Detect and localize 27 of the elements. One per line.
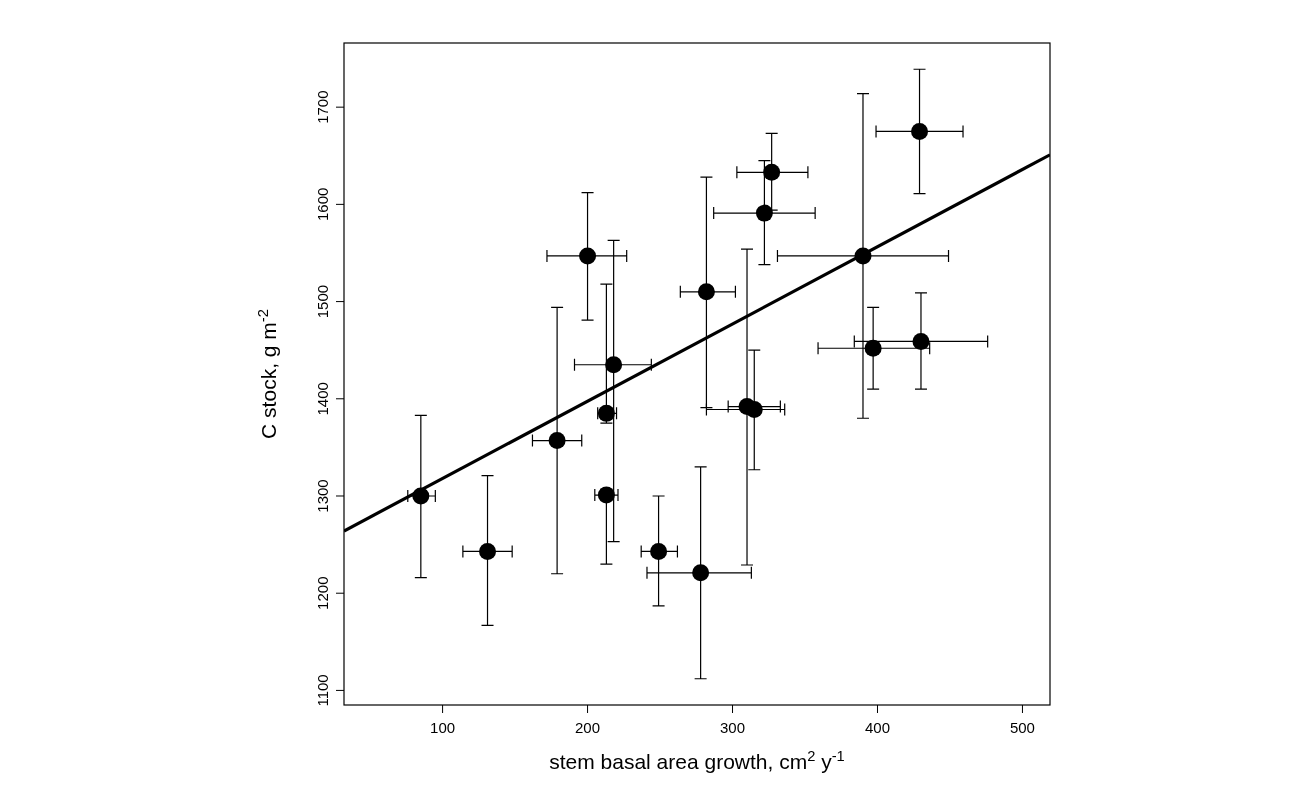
point — [548, 432, 566, 450]
point — [605, 356, 623, 374]
y-tick-label: 1200 — [314, 576, 331, 610]
x-tick-label: 500 — [1009, 719, 1035, 736]
x-tick-label: 300 — [720, 719, 746, 736]
x-tick-label: 400 — [864, 719, 890, 736]
point — [745, 400, 763, 418]
point — [755, 204, 773, 222]
x-tick-label: 200 — [575, 719, 601, 736]
point — [763, 163, 781, 181]
y-tick-label: 1600 — [314, 187, 331, 222]
y-tick-label: 1300 — [314, 479, 331, 513]
x-tick-label: 100 — [430, 719, 456, 736]
y-tick-label: 1400 — [314, 382, 331, 416]
point — [911, 122, 929, 140]
point — [597, 486, 615, 504]
point — [864, 339, 882, 357]
point — [912, 332, 930, 350]
point — [692, 564, 710, 582]
y-tick-label: 1100 — [314, 674, 331, 707]
point — [697, 283, 715, 301]
x-axis-title: stem basal area growth, cm$^{2}$ y$^{-1}$ — [549, 748, 845, 773]
point — [650, 542, 668, 560]
point — [579, 247, 597, 265]
y-tick-label: 1500 — [314, 284, 331, 319]
point — [479, 542, 497, 560]
y-tick-label: 1700 — [314, 90, 331, 124]
